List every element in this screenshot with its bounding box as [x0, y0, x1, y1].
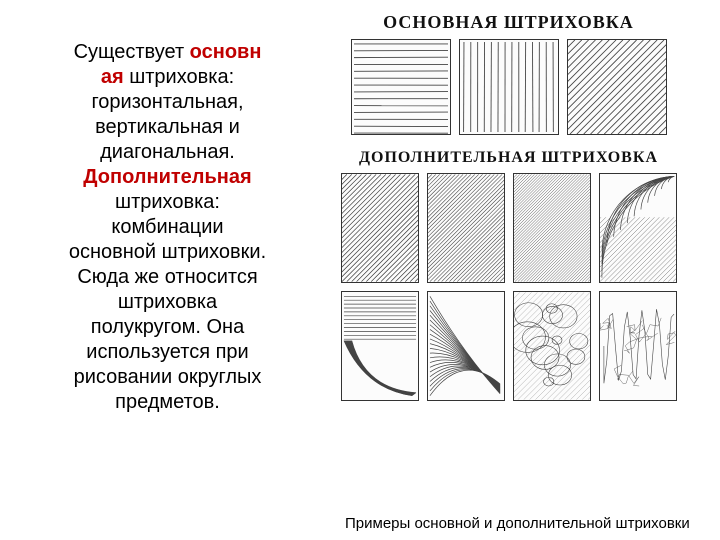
t: Существует [74, 41, 190, 63]
emph-main-1: основн [190, 41, 262, 63]
t: полукругом. Она [91, 316, 244, 338]
t: штриховка: [115, 191, 220, 213]
swatch-diag-fine [513, 173, 591, 283]
swatch-circles [513, 291, 591, 401]
t: Сюда же относится [77, 266, 257, 288]
t: рисовании округлых [74, 366, 262, 388]
t: основной штриховки. [69, 241, 266, 263]
swatch-arcs-top [599, 173, 677, 283]
swatch-curve-sweep [427, 291, 505, 401]
t: диагональная. [100, 141, 235, 163]
swatch-curve-bottom [341, 291, 419, 401]
figure-caption: Примеры основной и дополнительной штрихо… [345, 515, 690, 532]
swatch-vertical [459, 39, 559, 135]
t: штриховка [118, 291, 217, 313]
heading-basic: ОСНОВНАЯ ШТРИХОВКА [383, 12, 634, 33]
body-paragraph: Существует основн ая штриховка: горизонт… [30, 40, 305, 415]
swatch-horizontal [351, 39, 451, 135]
grid-basic [351, 39, 667, 135]
swatch-crosshatch [341, 173, 419, 283]
grid-additional [341, 173, 677, 401]
t: вертикальная и [95, 116, 240, 138]
t: комбинации [111, 216, 223, 238]
text-column: Существует основн ая штриховка: горизонт… [0, 0, 315, 540]
page: Существует основн ая штриховка: горизонт… [0, 0, 720, 540]
t: предметов. [115, 391, 220, 413]
emph-main-2: ая [101, 66, 124, 88]
swatch-scribble [599, 291, 677, 401]
t: горизонтальная, [91, 91, 243, 113]
heading-additional: ДОПОЛНИТЕЛЬНАЯ ШТРИХОВКА [359, 149, 658, 167]
t: штриховка: [124, 66, 234, 88]
t: используется при [86, 341, 248, 363]
figure-column: ОСНОВНАЯ ШТРИХОВКА ДОПОЛНИТЕЛЬНАЯ ШТРИХО… [315, 0, 720, 540]
swatch-diag-dense [427, 173, 505, 283]
emph-additional: Дополнительная [83, 166, 251, 188]
swatch-diagonal [567, 39, 667, 135]
